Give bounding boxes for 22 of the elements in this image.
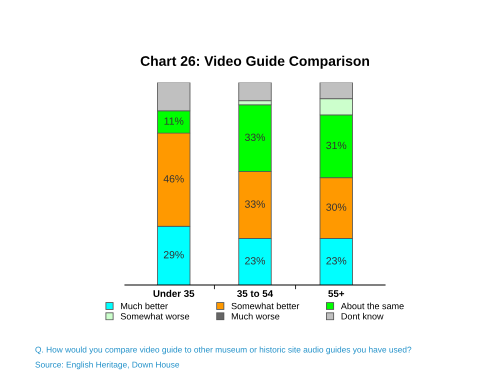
data-label: 11% bbox=[164, 117, 184, 125]
legend-label: Dont know bbox=[342, 312, 384, 320]
legend-label: Somewhat worse bbox=[120, 312, 190, 320]
bar bbox=[238, 82, 272, 102]
data-label: 29% bbox=[164, 251, 184, 258]
chart-title: Chart 26: Video Guide Comparison bbox=[140, 56, 370, 69]
legend-label: Somewhat better bbox=[232, 302, 300, 310]
legend-label: About the same bbox=[340, 302, 404, 310]
data-label: 31% bbox=[326, 142, 346, 150]
x-tick-label: Under 35 bbox=[154, 290, 194, 298]
data-label: 23% bbox=[326, 257, 346, 265]
x-tick-label: 55+ bbox=[328, 290, 344, 297]
source-note: Source: English Heritage, Down House bbox=[35, 361, 180, 370]
text: Q. How would you compare video guide to other museum or historic site audio guides you have used? bbox=[35, 346, 412, 354]
data-label: 33% bbox=[244, 134, 266, 141]
x-tick-label: 35 to 54 bbox=[237, 290, 274, 298]
data-label: 30% bbox=[326, 203, 346, 211]
legend-label: Much worse bbox=[232, 312, 280, 320]
data-label: 46% bbox=[164, 175, 184, 182]
data-label: 23% bbox=[245, 257, 266, 265]
data-label: 33% bbox=[244, 200, 266, 208]
legend-label: Much better bbox=[121, 302, 168, 310]
